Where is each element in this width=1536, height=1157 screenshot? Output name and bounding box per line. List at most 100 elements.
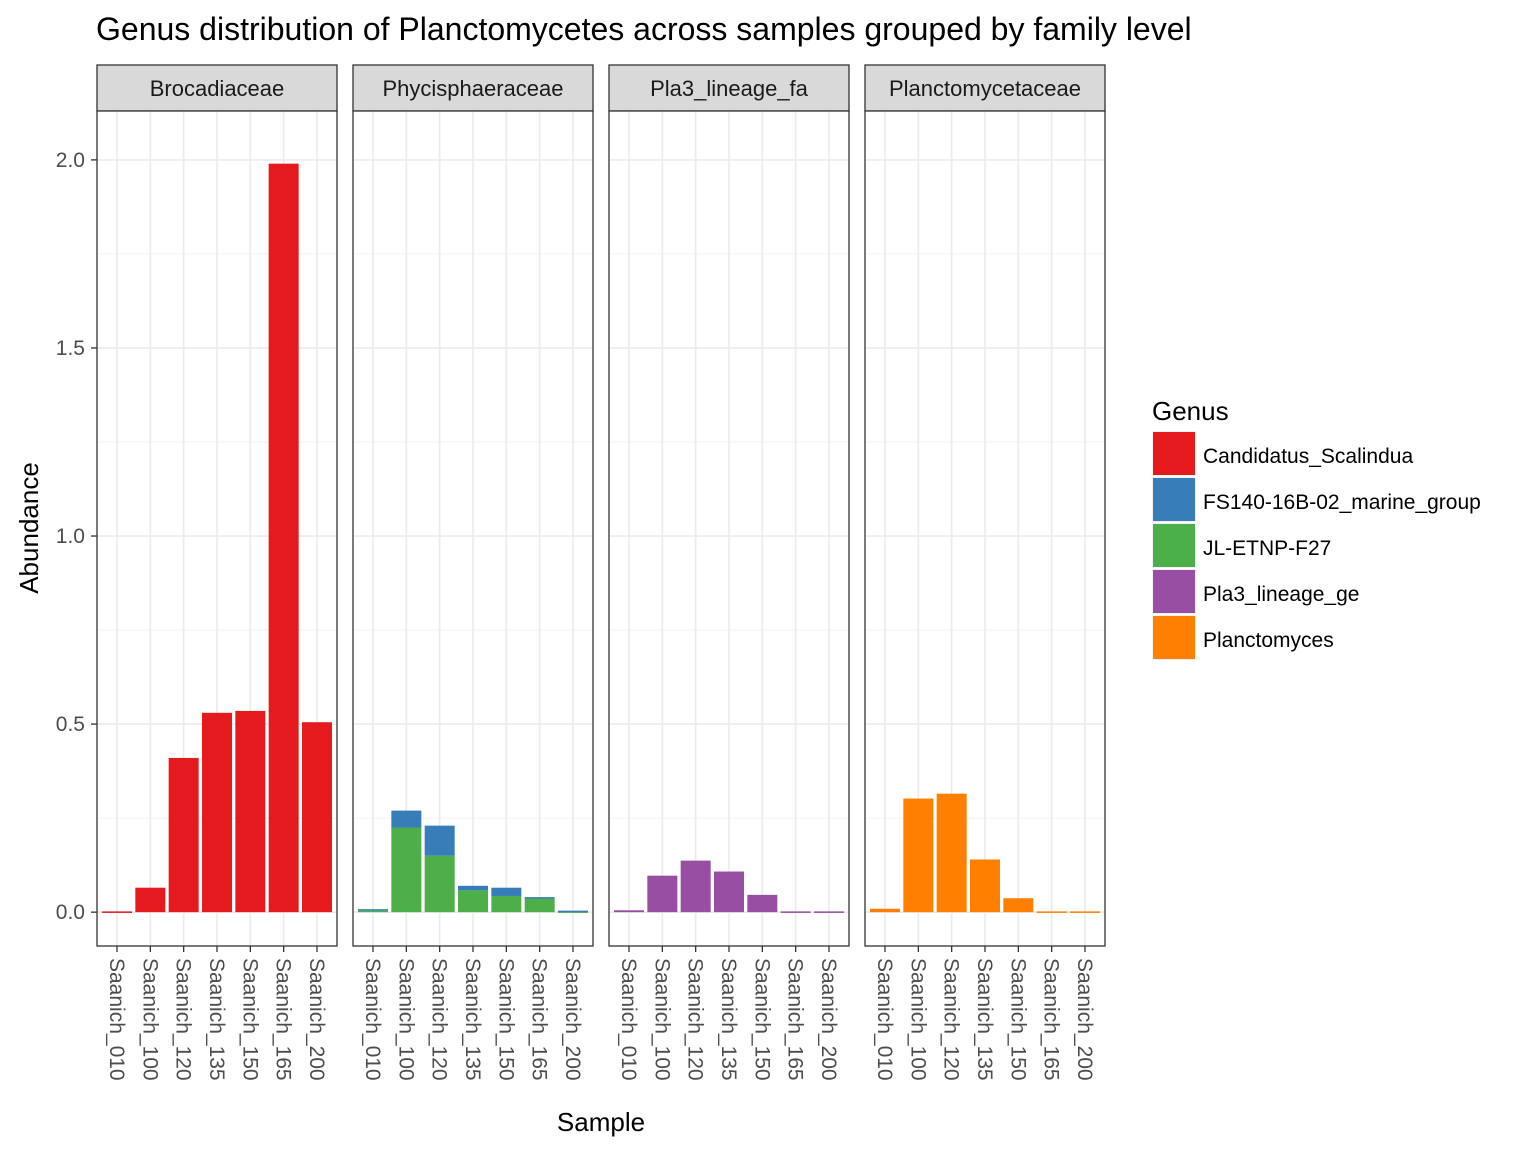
- x-tick-label: Saanich_150: [750, 958, 773, 1081]
- y-axis: 0.0 0.5 1.0 1.5 2.0: [56, 149, 97, 924]
- x-tick-label: Saanich_100: [906, 958, 929, 1081]
- bar: [903, 798, 934, 913]
- bar: [358, 909, 388, 911]
- bar: [936, 793, 967, 913]
- x-tick-label: Saanich_135: [461, 958, 484, 1081]
- facet-strip: [864, 64, 1106, 112]
- x-tick-label: Saanich_100: [138, 958, 161, 1081]
- bar: [135, 887, 166, 913]
- x-tick-label: Saanich_135: [717, 958, 740, 1081]
- bar: [1003, 898, 1034, 913]
- facet-strip: [352, 64, 594, 112]
- bar: [558, 911, 588, 913]
- y-tick-label: 1.0: [56, 525, 85, 548]
- x-tick-label: Saanich_200: [1073, 958, 1096, 1081]
- facet-label: Pla3_lineage_fa: [650, 76, 809, 101]
- bar: [1036, 911, 1067, 913]
- x-tick-label: Saanich_010: [105, 958, 128, 1081]
- legend: Genus Candidatus_Scalindua FS140-16B-02_m…: [1152, 396, 1481, 660]
- bar: [491, 895, 522, 913]
- legend-swatch: [1153, 478, 1195, 521]
- facet-label: Brocadiaceae: [150, 76, 285, 101]
- legend-label: FS140-16B-02_marine_group: [1203, 491, 1481, 514]
- bar: [814, 911, 844, 913]
- bar: [391, 827, 422, 913]
- x-tick-label: Saanich_165: [528, 958, 551, 1081]
- bar: [970, 859, 1000, 913]
- bar: [391, 810, 422, 828]
- bar: [358, 910, 388, 913]
- y-axis-label: Abundance: [14, 462, 44, 594]
- facet-label: Planctomycetaceae: [889, 76, 1081, 101]
- bar: [558, 910, 588, 913]
- legend-swatch: [1153, 432, 1195, 475]
- legend-label: Candidatus_Scalindua: [1203, 445, 1413, 468]
- legend-swatch: [1153, 616, 1195, 659]
- x-tick-label: Saanich_200: [817, 958, 840, 1081]
- x-tick-label: Saanich_165: [784, 958, 807, 1081]
- x-tick-label: Saanich_150: [1006, 958, 1029, 1081]
- bar: [458, 885, 488, 891]
- bar: [524, 897, 555, 899]
- x-tick-label: Saanich_120: [940, 958, 963, 1081]
- bar: [235, 710, 266, 913]
- x-tick-label: Saanich_165: [1040, 958, 1063, 1081]
- x-tick-label: Saanich_200: [305, 958, 328, 1081]
- facet-label: Phycisphaeraceae: [382, 76, 563, 101]
- bar: [202, 712, 232, 913]
- x-tick-label: Saanich_150: [238, 958, 261, 1081]
- facet-panels: Brocadiaceae Saanich_010 Saanich_100 Saanic…: [96, 64, 1106, 1081]
- x-tick-label: Saanich_010: [873, 958, 896, 1081]
- bar: [491, 887, 522, 896]
- x-tick-label: Saanich_120: [172, 958, 195, 1081]
- bar: [780, 911, 811, 913]
- x-tick-label: Saanich_165: [272, 958, 295, 1081]
- bar: [168, 757, 199, 913]
- x-tick-label: Saanich_100: [650, 958, 673, 1081]
- x-tick-label: Saanich_010: [617, 958, 640, 1081]
- bar: [870, 908, 900, 913]
- legend-label: Planctomyces: [1203, 629, 1334, 652]
- x-tick-label: Saanich_135: [973, 958, 996, 1081]
- legend-swatch: [1153, 524, 1195, 567]
- x-tick-label: Saanich_120: [684, 958, 707, 1081]
- bar: [268, 163, 299, 913]
- legend-label: Pla3_lineage_ge: [1203, 583, 1359, 606]
- y-tick-label: 0.5: [56, 713, 85, 736]
- legend-label: JL-ETNP-F27: [1203, 537, 1331, 560]
- bar: [302, 722, 332, 913]
- bar: [458, 890, 488, 913]
- bar: [614, 910, 644, 913]
- legend-swatch: [1153, 570, 1195, 613]
- x-tick-label: Saanich_135: [205, 958, 228, 1081]
- bar: [424, 855, 455, 913]
- facet-panel: Phycisphaeraceae Saanich_010 Saanich_100 Sa…: [352, 64, 594, 1081]
- bar: [424, 825, 455, 856]
- facet-panel: Planctomycetaceae Saanich_010 Saanich_100 S…: [864, 64, 1106, 1081]
- chart-title: Genus distribution of Planctomycetes acr…: [96, 11, 1192, 47]
- bar: [102, 911, 132, 913]
- bar: [680, 860, 711, 913]
- legend-title: Genus: [1152, 396, 1229, 426]
- bar: [647, 875, 678, 913]
- bar: [1070, 911, 1100, 913]
- facet-strip: [96, 64, 338, 112]
- x-tick-label: Saanich_150: [494, 958, 517, 1081]
- x-tick-label: Saanich_100: [394, 958, 417, 1081]
- y-tick-label: 1.5: [56, 337, 85, 360]
- facet-strip: [608, 64, 850, 112]
- x-tick-label: Saanich_200: [561, 958, 584, 1081]
- x-axis-label: Sample: [557, 1107, 645, 1137]
- bar: [747, 894, 778, 913]
- x-tick-label: Saanich_120: [428, 958, 451, 1081]
- legend-items: Candidatus_Scalindua FS140-16B-02_marine_…: [1152, 431, 1481, 660]
- x-tick-label: Saanich_010: [361, 958, 384, 1081]
- y-tick-label: 2.0: [56, 149, 85, 172]
- facet-panel: Pla3_lineage_fa Saanich_010 Saanich_100 Saa…: [608, 64, 850, 1081]
- facet-panel: Brocadiaceae Saanich_010 Saanich_100 Saanic…: [96, 64, 338, 1081]
- bar: [524, 898, 555, 913]
- bar: [714, 871, 744, 913]
- y-tick-label: 0.0: [56, 901, 85, 924]
